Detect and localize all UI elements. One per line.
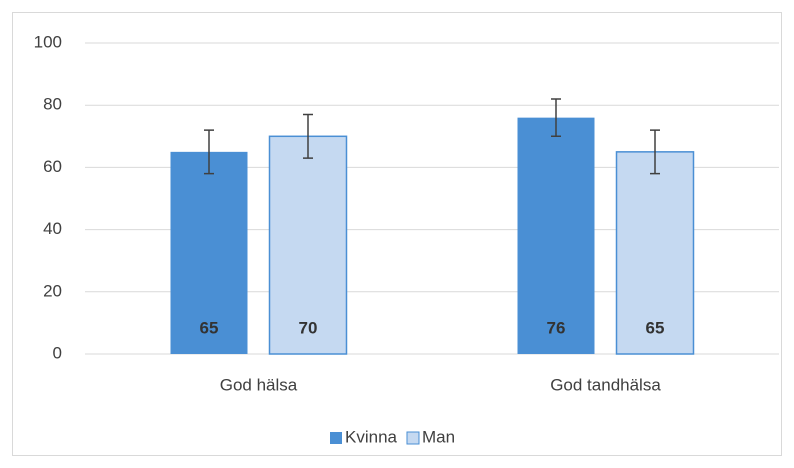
error-bar [204,129,214,175]
x-tick-label: God hälsa [220,375,298,394]
legend-swatch [406,431,420,445]
y-tick-label: 40 [43,219,62,238]
y-tick-label: 100 [34,32,62,51]
data-label: 70 [299,318,318,337]
data-label: 76 [547,318,566,337]
error-bar [650,129,660,175]
error-bar [303,113,313,159]
y-tick-label: 0 [53,343,62,362]
y-tick-label: 60 [43,157,62,176]
legend-label: Man [422,427,455,446]
y-tick-label: 80 [43,95,62,114]
bar [517,117,595,354]
legend-swatch [330,432,342,444]
x-tick-label: God tandhälsa [550,375,661,394]
legend-label: Kvinna [345,427,398,446]
bar [170,151,248,354]
y-tick-label: 20 [43,281,62,300]
error-bar [551,98,561,138]
data-label: 65 [200,318,219,337]
data-label: 65 [646,318,665,337]
